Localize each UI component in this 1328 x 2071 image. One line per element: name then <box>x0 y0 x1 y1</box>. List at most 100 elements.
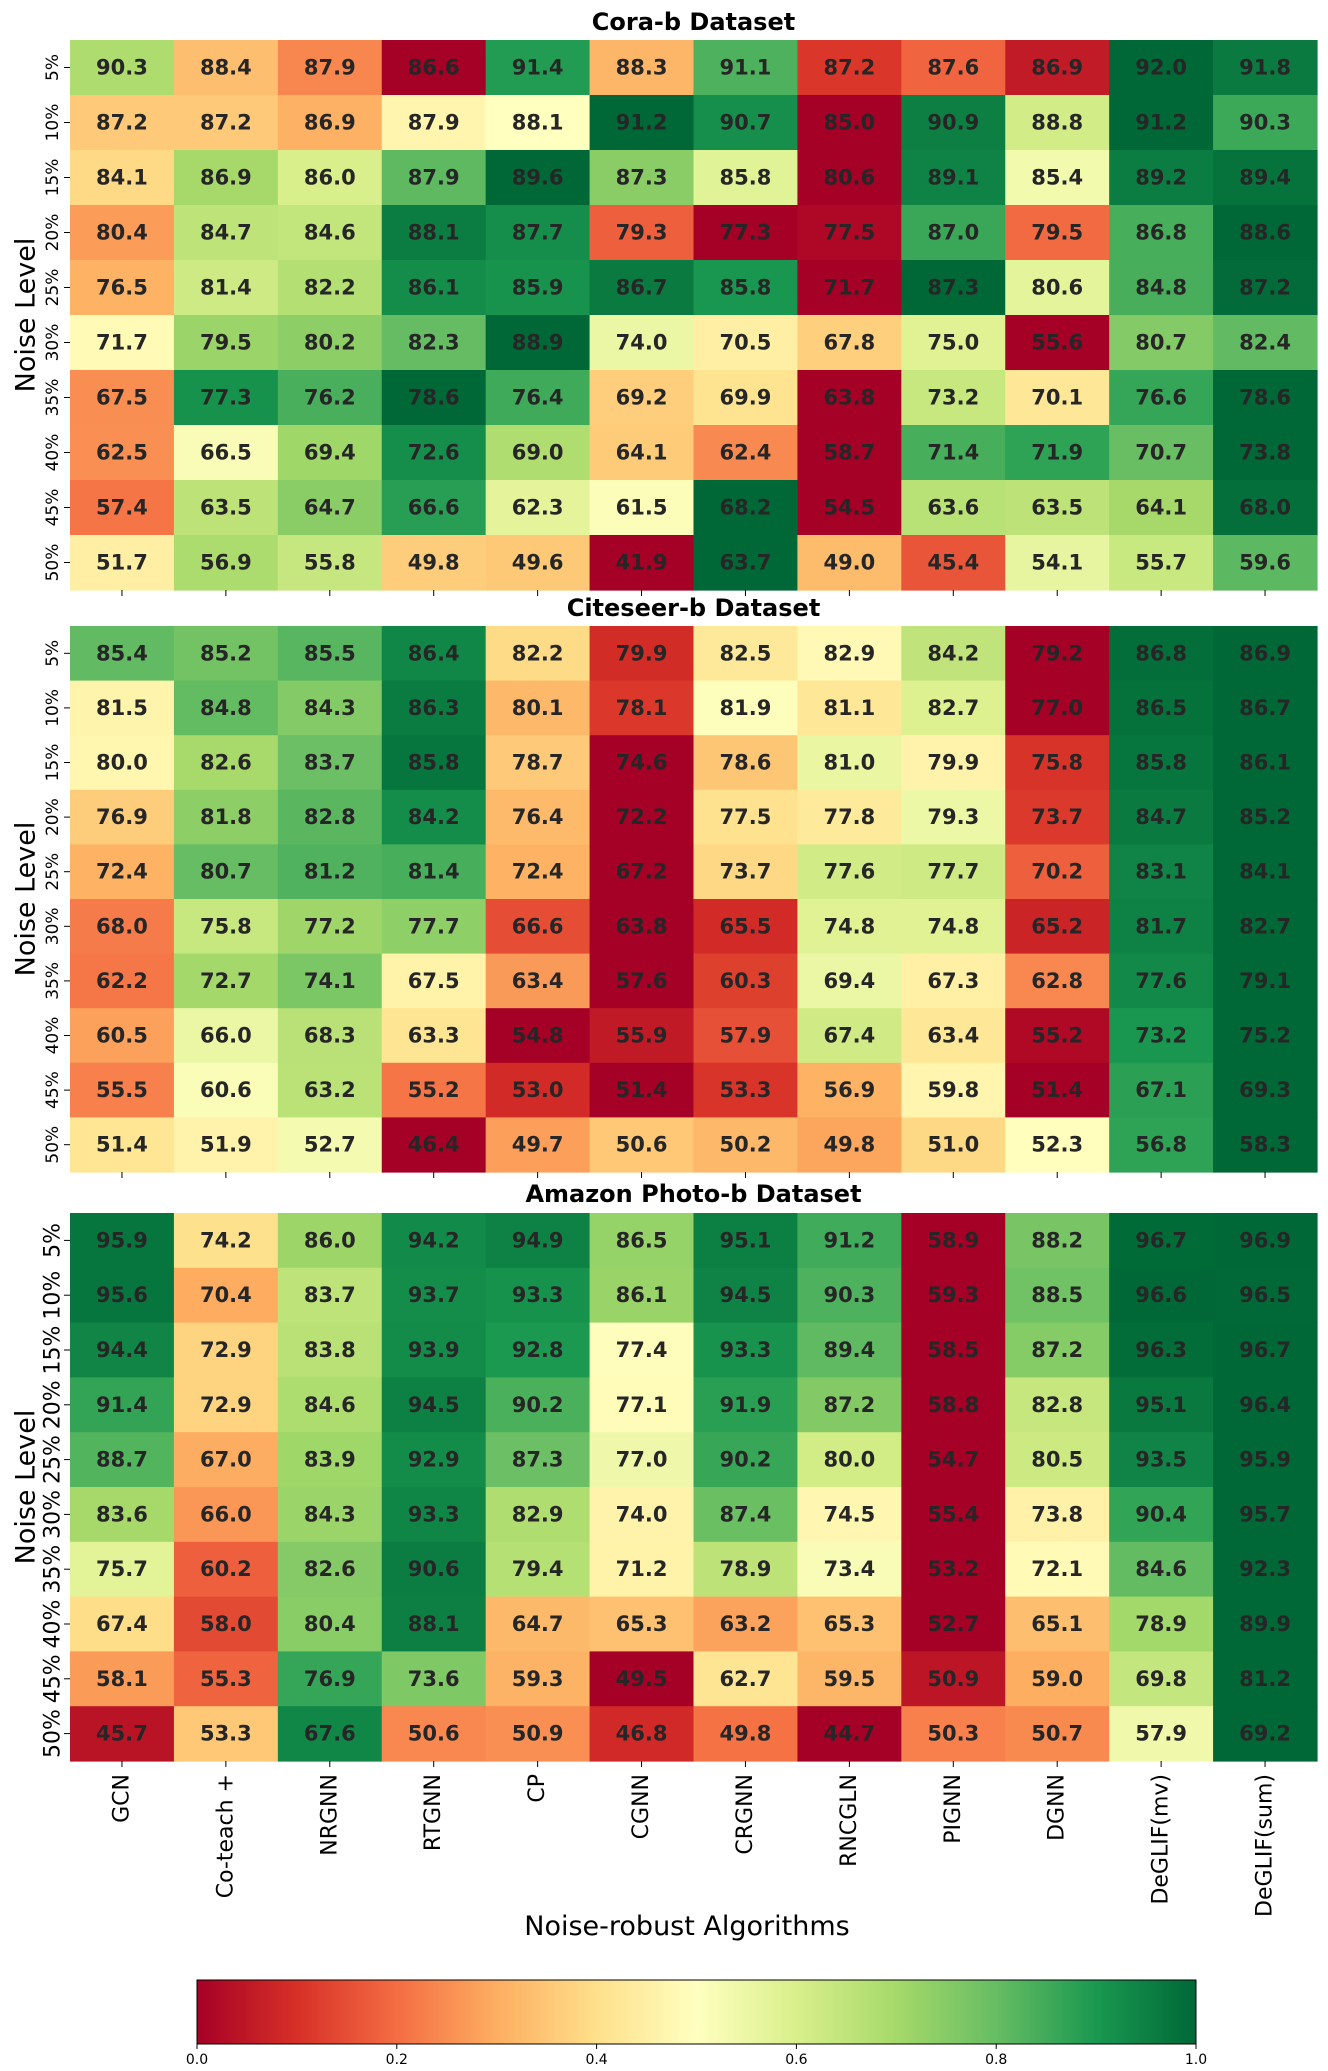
heatmap-cell <box>277 1651 383 1707</box>
cell-value-label: 80.4 <box>96 221 148 245</box>
heatmap-cell <box>173 1651 279 1707</box>
heatmap-cell <box>485 315 591 371</box>
cell-value-label: 90.4 <box>1135 1502 1187 1526</box>
heatmap-cell <box>277 899 383 955</box>
cell-value-label: 93.3 <box>408 1502 460 1526</box>
heatmap-cell <box>485 1596 591 1652</box>
cell-value-label: 79.9 <box>616 641 668 665</box>
cell-value-label: 88.7 <box>96 1448 148 1472</box>
heatmap-cell <box>1213 1008 1318 1064</box>
y-tick-label: 25% <box>43 269 63 307</box>
heatmap-cell <box>589 899 695 955</box>
cell-value-label: 73.2 <box>927 386 979 410</box>
heatmap-cell <box>70 480 175 536</box>
heatmap-cell <box>70 1117 175 1173</box>
heatmap-cell <box>901 95 1006 151</box>
cell-value-label: 91.2 <box>616 111 668 135</box>
cell-value-label: 74.8 <box>927 914 979 938</box>
heatmap-cell <box>485 1213 591 1269</box>
cell-value-label: 89.1 <box>927 166 979 190</box>
cell-value-label: 96.7 <box>1135 1228 1187 1252</box>
cell-value-label: 50.6 <box>616 1133 668 1157</box>
cell-value-label: 62.3 <box>512 496 564 520</box>
y-tick-label: 50% <box>41 1709 66 1758</box>
cell-value-label: 68.2 <box>720 496 772 520</box>
cell-value-label: 81.5 <box>96 696 148 720</box>
cell-value-label: 82.8 <box>304 805 356 829</box>
cell-value-label: 87.9 <box>408 166 460 190</box>
cell-value-label: 72.9 <box>200 1338 252 1362</box>
heatmap-cell <box>485 425 591 481</box>
cell-value-label: 68.0 <box>1239 496 1291 520</box>
y-tick-label: 5% <box>41 1223 66 1258</box>
cell-value-label: 49.8 <box>823 1133 875 1157</box>
heatmap-cell <box>1005 735 1110 791</box>
heatmap-cell <box>1005 1322 1110 1378</box>
cell-value-label: 78.9 <box>720 1557 772 1581</box>
heatmap-cell <box>589 1432 695 1488</box>
cell-value-label: 56.9 <box>200 551 252 575</box>
heatmap-cell <box>485 95 591 151</box>
cell-value-label: 41.9 <box>616 551 668 575</box>
heatmap-cell <box>173 1062 279 1118</box>
heatmap-cell <box>1005 205 1110 261</box>
cell-value-label: 80.2 <box>304 331 356 355</box>
y-tick-label: 5% <box>43 640 63 667</box>
cell-value-label: 67.0 <box>200 1448 252 1472</box>
cell-value-label: 87.2 <box>200 111 252 135</box>
heatmap-cell <box>589 789 695 845</box>
cell-value-label: 82.8 <box>1031 1393 1083 1417</box>
cell-value-label: 81.8 <box>200 805 252 829</box>
heatmap-cell <box>589 1213 695 1269</box>
heatmap-cell <box>797 1008 902 1064</box>
heatmap-cell <box>1005 370 1110 426</box>
cell-value-label: 67.1 <box>1135 1078 1187 1102</box>
y-tick-label: 25% <box>43 853 63 891</box>
cell-value-label: 75.8 <box>1031 751 1083 775</box>
heatmap-cell <box>693 425 799 481</box>
cell-value-label: 83.7 <box>304 751 356 775</box>
y-tick-label: 40% <box>43 1017 63 1055</box>
heatmap-cell <box>1213 260 1318 316</box>
heatmap-cell <box>1005 844 1110 900</box>
heatmap-cell <box>277 844 383 900</box>
cell-value-label: 82.7 <box>1239 914 1291 938</box>
heatmap-cell <box>70 626 175 682</box>
heatmap-cell <box>693 1541 799 1598</box>
cell-value-label: 76.6 <box>1135 386 1187 410</box>
cell-value-label: 81.7 <box>1135 914 1187 938</box>
heatmap-cell <box>693 1213 799 1269</box>
y-tick-label: 20% <box>43 798 63 836</box>
heatmap-cell <box>173 899 279 955</box>
y-tick-label: 10% <box>43 104 63 142</box>
cell-value-label: 50.7 <box>1031 1722 1083 1746</box>
heatmap-cell <box>797 1706 902 1762</box>
heatmap-cell <box>1213 205 1318 261</box>
cell-value-label: 95.6 <box>96 1283 148 1307</box>
y-tick-label: 25% <box>41 1435 66 1484</box>
heatmap-cell <box>693 1706 799 1762</box>
cell-value-label: 74.1 <box>304 969 356 993</box>
cell-value-label: 84.6 <box>304 1393 356 1417</box>
cell-value-label: 90.7 <box>720 111 772 135</box>
cell-value-label: 78.6 <box>720 751 772 775</box>
heatmap-cell <box>1213 789 1318 845</box>
heatmap-cell <box>277 680 383 736</box>
cell-value-label: 87.7 <box>512 221 564 245</box>
heatmap-cell <box>1005 1541 1110 1598</box>
cell-value-label: 90.6 <box>408 1557 460 1581</box>
cell-value-label: 82.2 <box>512 641 564 665</box>
cell-value-label: 49.8 <box>720 1722 772 1746</box>
y-tick-label: 20% <box>43 214 63 252</box>
heatmap-cell <box>173 626 279 682</box>
cell-value-label: 65.1 <box>1031 1612 1083 1636</box>
cell-value-label: 90.2 <box>720 1448 772 1472</box>
heatmap-cell <box>70 953 175 1009</box>
cell-value-label: 63.8 <box>823 386 875 410</box>
cell-value-label: 77.5 <box>823 221 875 245</box>
heatmap-cell <box>693 1651 799 1707</box>
cell-value-label: 65.3 <box>823 1612 875 1636</box>
heatmap-cell <box>381 1706 487 1762</box>
cell-value-label: 85.0 <box>823 111 875 135</box>
